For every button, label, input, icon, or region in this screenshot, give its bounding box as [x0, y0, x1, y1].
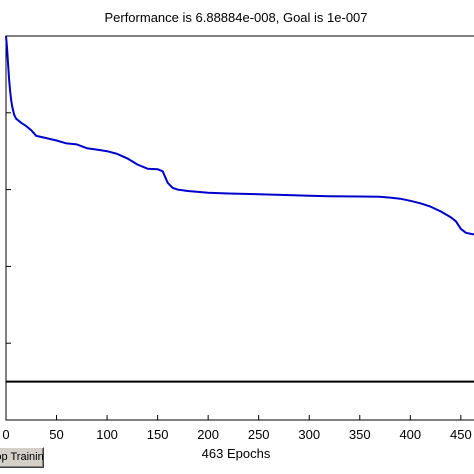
- x-tick-label: 300: [298, 427, 320, 442]
- x-tick-label: 350: [349, 427, 371, 442]
- x-tick-label: 100: [96, 427, 118, 442]
- x-tick-label: 450: [450, 427, 472, 442]
- plot-area: [5, 35, 474, 421]
- x-axis: 0 50 100 150 200 250 300 350 400 450: [2, 415, 472, 442]
- x-tick-label: 150: [147, 427, 169, 442]
- plot-frame: [5, 35, 474, 421]
- performance-line: [5, 35, 474, 236]
- stop-training-button[interactable]: Stop Training: [0, 447, 44, 468]
- x-tick-label: 400: [399, 427, 421, 442]
- chart-title: Performance is 6.88884e-008, Goal is 1e-…: [104, 10, 367, 25]
- x-axis-label: 463 Epochs: [202, 446, 271, 461]
- x-tick-label: 0: [2, 427, 9, 442]
- x-tick-label: 50: [49, 427, 63, 442]
- x-tick-label: 250: [248, 427, 270, 442]
- x-tick-label: 200: [197, 427, 219, 442]
